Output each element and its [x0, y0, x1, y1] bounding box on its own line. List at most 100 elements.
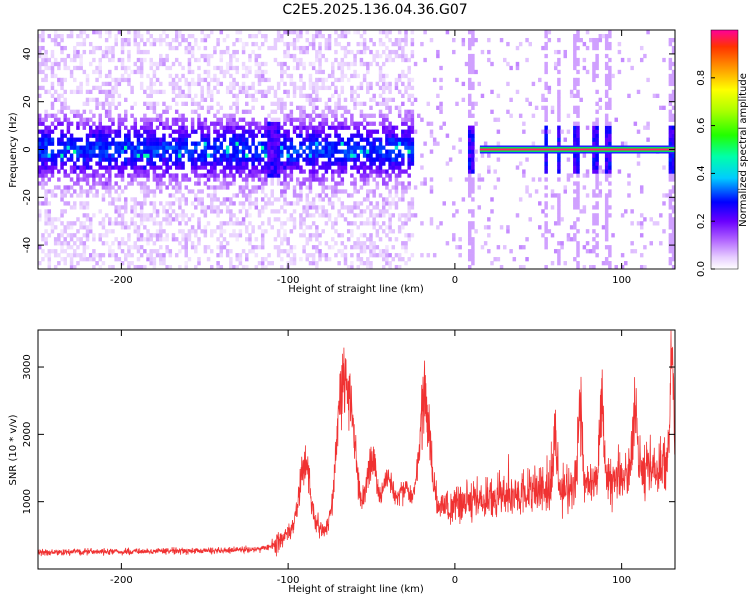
- spectrogram-cell: [111, 265, 115, 270]
- spectrogram-cell: [337, 213, 341, 218]
- spectrogram-cell: [159, 257, 163, 262]
- spectrogram-cell: [168, 65, 173, 71]
- spectrogram-cell: [178, 265, 182, 270]
- spectrogram-cell: [563, 261, 567, 266]
- spectrogram-cell: [353, 57, 357, 63]
- spectrogram-cell: [668, 109, 673, 114]
- spectrogram-cell: [41, 149, 45, 154]
- spectrogram-cell: [592, 165, 596, 170]
- spectrogram-cell: [286, 153, 290, 158]
- spectrogram-cell: [254, 245, 259, 250]
- spectrogram-cell: [270, 45, 274, 51]
- spectrogram-cell: [388, 213, 392, 218]
- spectrogram-cell: [410, 53, 415, 59]
- spectrogram-cell: [608, 30, 612, 35]
- spectrogram-cell: [152, 165, 157, 170]
- spectrogram-cell: [120, 65, 125, 71]
- spectrogram-cell: [168, 73, 173, 79]
- spectrogram-cell: [346, 221, 351, 226]
- spectrogram-cell: [187, 49, 192, 55]
- spectrogram-cell: [44, 137, 48, 142]
- spectrogram-cell: [190, 165, 195, 170]
- spectrogram-cell: [245, 93, 249, 99]
- spectrogram-cell: [569, 89, 574, 95]
- spectrogram-cell: [340, 141, 345, 146]
- spectrogram-cell: [209, 205, 214, 210]
- spectrogram-cell: [324, 77, 329, 83]
- spectrogram-cell: [104, 169, 109, 174]
- spectrogram-cell: [573, 57, 577, 63]
- spectrogram-cell: [353, 61, 357, 67]
- spectrogram-cell: [362, 249, 367, 254]
- spectrogram-cell: [445, 30, 450, 35]
- spectrogram-cell: [60, 133, 64, 138]
- spectrogram-cell: [146, 117, 150, 122]
- spectrogram-cell: [569, 93, 574, 99]
- spectrogram-cell: [60, 257, 64, 262]
- spectrogram-cell: [461, 197, 466, 202]
- spectrogram-cell: [315, 177, 319, 182]
- spectrogram-cell: [270, 157, 274, 162]
- spectrogram-cell: [283, 189, 287, 194]
- spectrogram-cell: [152, 137, 157, 142]
- spectrogram-cell: [401, 257, 405, 262]
- spectrogram-cell: [381, 153, 386, 158]
- spectrogram-cell: [159, 153, 163, 158]
- spectrogram-cell: [168, 141, 173, 146]
- spectrogram-cell: [216, 237, 220, 242]
- spectrogram-cell: [76, 193, 80, 198]
- spectrogram-cell: [668, 101, 673, 106]
- spectrogram-cell: [219, 185, 224, 190]
- spectrogram-cell: [318, 197, 322, 202]
- spectrogram-cell: [257, 169, 262, 174]
- spectrogram-cell: [190, 33, 195, 39]
- spectrogram-cell: [200, 97, 204, 102]
- spectrogram-cell: [592, 129, 596, 134]
- spectrogram-cell: [496, 129, 501, 134]
- spectrogram-cell: [668, 125, 673, 130]
- spectrogram-cell: [114, 89, 118, 95]
- spectrogram-cell: [289, 229, 294, 234]
- spectrogram-cell: [190, 213, 195, 218]
- spectrogram-cell: [362, 149, 367, 154]
- spectrogram-cell: [76, 109, 80, 114]
- spectrogram-cell: [407, 129, 411, 134]
- spectrogram-cell: [124, 149, 128, 154]
- spectrogram-cell: [334, 141, 338, 146]
- spectrogram-cell: [53, 89, 58, 95]
- spectrogram-cell: [490, 209, 494, 214]
- spectrogram-cell: [576, 153, 580, 158]
- spectrogram-cell: [206, 141, 211, 146]
- spectrogram-cell: [152, 145, 157, 150]
- spectrogram-cell: [143, 41, 147, 47]
- spectrogram-cell: [216, 225, 220, 230]
- spectrogram-cell: [232, 141, 236, 146]
- spectrogram-cell: [270, 173, 274, 178]
- spectrogram-cell: [397, 173, 402, 178]
- spectrogram-cell: [576, 241, 580, 246]
- spectrogram-cell: [136, 129, 141, 134]
- spectrogram-cell: [165, 157, 169, 162]
- spectrogram-cell: [73, 165, 77, 170]
- spectrogram-cell: [73, 169, 77, 174]
- spectrogram-cell: [410, 253, 415, 258]
- spectrogram-cell: [541, 105, 545, 110]
- spectrogram-cell: [114, 189, 118, 194]
- spectrogram-cell: [388, 30, 392, 35]
- spectrogram-cell: [120, 117, 125, 122]
- spectrogram-cell: [604, 161, 609, 166]
- spectrogram-cell: [219, 253, 224, 258]
- spectrogram-cell: [203, 157, 208, 162]
- spectrogram-cell: [356, 133, 360, 138]
- spectrogram-cell: [88, 253, 93, 258]
- spectrogram-cell: [184, 133, 188, 138]
- spectrogram-cell: [608, 101, 612, 106]
- spectrogram-cell: [356, 205, 360, 210]
- spectrogram-cell: [209, 265, 214, 270]
- spectrogram-cell: [213, 65, 217, 71]
- spectrogram-cell: [229, 73, 233, 79]
- spectrogram-cell: [267, 217, 271, 222]
- spectrogram-cell: [92, 113, 96, 118]
- spectrogram-cell: [401, 137, 405, 142]
- spectrogram-cell: [174, 117, 179, 122]
